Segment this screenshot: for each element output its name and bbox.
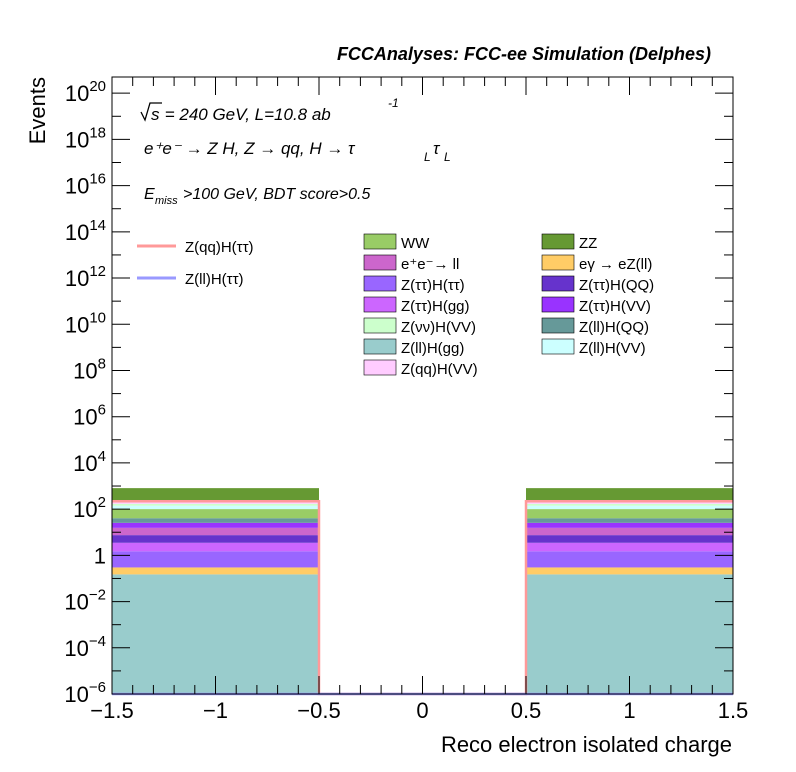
legend-label: Z(ll)H(ττ)	[185, 271, 244, 288]
stack-bar	[112, 567, 319, 575]
y-tick-label: 1010	[65, 309, 106, 337]
annotation-process: e⁺e⁻ → Z H, Z → qq, H → τ L τ L	[144, 139, 451, 164]
legend-swatch	[541, 233, 575, 250]
stack-layer	[112, 488, 733, 694]
x-tick-label: −1	[203, 698, 228, 723]
stack-bar	[112, 527, 319, 536]
y-tick-label: 10−6	[64, 679, 106, 707]
y-tick-label: 1012	[65, 263, 106, 291]
stack-bar	[526, 522, 733, 528]
legend-label: WW	[401, 235, 430, 252]
cut-E: E	[144, 186, 155, 203]
stack-bar	[112, 574, 319, 694]
x-axis-label: Reco electron isolated charge	[441, 732, 732, 757]
y-tick-label: 1014	[65, 217, 106, 245]
legend-label: Z(νν)H(VV)	[401, 319, 476, 336]
legend-swatch	[363, 254, 397, 271]
cut-sub: miss	[155, 195, 178, 207]
annotation-energy: s = 240 GeV, L=10.8 ab -1	[140, 96, 399, 124]
lumi-exponent: -1	[388, 96, 399, 110]
stack-bar	[112, 488, 319, 501]
y-tick-label: 106	[73, 402, 106, 430]
stack-bar	[526, 574, 733, 694]
legend-label: Z(qq)H(VV)	[401, 361, 478, 378]
legend-swatch	[541, 338, 575, 355]
y-tick-label: 1018	[65, 124, 106, 152]
stack-bar	[112, 509, 319, 519]
y-tick-label: 1016	[65, 171, 106, 199]
stack-bar	[112, 542, 319, 552]
legend-swatch	[363, 317, 397, 334]
legend-swatch	[541, 296, 575, 313]
x-tick-label: 1	[623, 698, 635, 723]
legend-label: ZZ	[579, 235, 597, 252]
stack-bar	[112, 535, 319, 543]
process-tau2: τ	[433, 139, 441, 158]
y-axis-label: Events	[25, 77, 50, 144]
process-text: e⁺e⁻ → Z H, Z → qq, H → τ	[144, 139, 356, 158]
y-tick-label: 104	[73, 448, 106, 476]
legend-label: Z(ll)H(QQ)	[579, 319, 649, 336]
y-tick-label: 10−2	[64, 587, 106, 615]
legend-swatch	[363, 359, 397, 376]
stack-bar	[526, 542, 733, 552]
legend-swatch	[541, 254, 575, 271]
legend-swatch	[363, 296, 397, 313]
axis-layer: −1.5 −1 −0.5 0 0.5 1 1.5 10−6 10−4 10−2 1 102 104 106…	[64, 77, 748, 723]
legend-swatch	[541, 275, 575, 292]
stack-bar	[112, 518, 319, 523]
stack-bar	[112, 551, 319, 568]
stack-bar	[526, 535, 733, 543]
stack-bar	[526, 518, 733, 523]
legend-swatch	[363, 275, 397, 292]
x-tick-label: −1.5	[90, 698, 133, 723]
legend-label: Z(ττ)H(gg)	[401, 298, 470, 315]
legend-label: Z(ll)H(VV)	[579, 340, 646, 357]
legend-label: eγ → eZ(ll)	[579, 256, 652, 273]
sqrt-s-text: s	[151, 105, 160, 124]
x-tick-label: −0.5	[297, 698, 340, 723]
y-tick-label: 108	[73, 355, 106, 383]
legend-label: Z(ττ)H(QQ)	[579, 277, 654, 294]
stack-bar	[112, 522, 319, 528]
legend: Z(qq)H(ττ) Z(ll)H(ττ) WW e⁺e⁻→ ll Z(ττ)H(ττ)…	[137, 233, 654, 378]
stack-bar	[526, 567, 733, 575]
legend-swatch	[363, 233, 397, 250]
process-sub-L2: L	[444, 150, 451, 164]
stack-bar	[526, 488, 733, 501]
y-tick-label: 1	[94, 543, 106, 568]
sqrt-symbol	[140, 102, 162, 122]
legend-label: e⁺e⁻→ ll	[401, 256, 459, 273]
legend-label: Z(ll)H(gg)	[401, 340, 464, 357]
process-sub-L1: L	[424, 150, 431, 164]
stack-bar	[526, 503, 733, 506]
chart-title: FCCAnalyses: FCC-ee Simulation (Delphes)	[337, 44, 711, 64]
legend-label: Z(qq)H(ττ)	[185, 239, 254, 256]
legend-swatch	[541, 317, 575, 334]
stack-bar	[112, 505, 319, 510]
energy-lumi-text: = 240 GeV, L=10.8 ab	[160, 105, 331, 124]
stack-bar	[526, 505, 733, 510]
x-tick-label: 1.5	[718, 698, 749, 723]
y-tick-label: 102	[73, 494, 106, 522]
x-tick-label: 0	[416, 698, 428, 723]
y-tick-label: 10−4	[64, 633, 106, 661]
annotation-cut: E miss >100 GeV, BDT score>0.5	[144, 186, 370, 207]
cut-rest: >100 GeV, BDT score>0.5	[183, 186, 370, 203]
stack-bar	[526, 509, 733, 519]
legend-label: Z(ττ)H(VV)	[579, 298, 651, 315]
stack-bar	[112, 503, 319, 506]
legend-swatch	[363, 338, 397, 355]
stack-bar	[526, 527, 733, 536]
legend-label: Z(ττ)H(ττ)	[401, 277, 465, 294]
y-tick-label: 1020	[65, 78, 106, 106]
stack-bar	[526, 551, 733, 568]
x-tick-label: 0.5	[511, 698, 542, 723]
